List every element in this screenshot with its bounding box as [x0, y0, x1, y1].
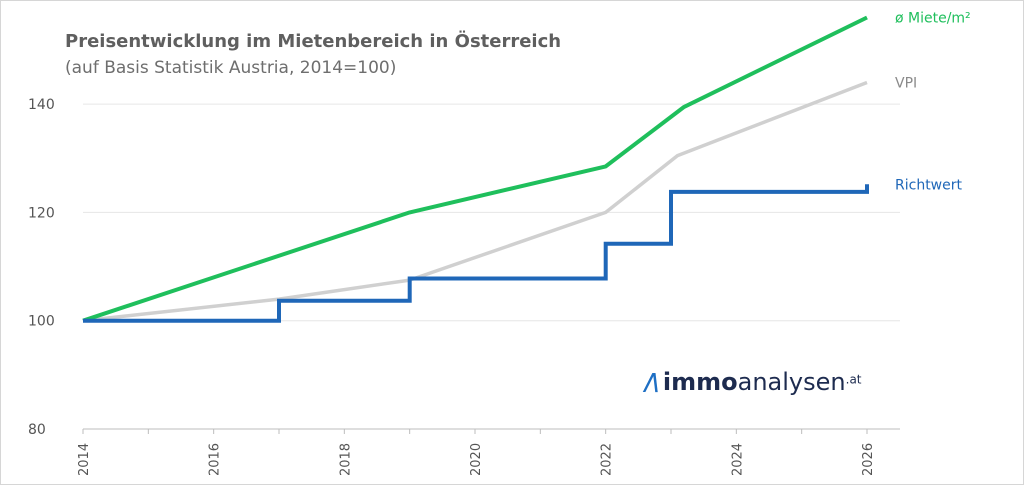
logo-word-bold: immo	[662, 368, 738, 396]
series-label-1: VPI	[895, 75, 917, 91]
series-line-2	[83, 184, 869, 323]
chart-title: Preisentwicklung im Mietenbereich in Öst…	[65, 31, 562, 52]
series-label-0: ø Miete/m²	[895, 11, 971, 27]
series-line-1	[82, 80, 868, 323]
x-tick-label: 2018	[338, 443, 353, 476]
chart-subtitle: (auf Basis Statistik Austria, 2014=100)	[65, 58, 397, 78]
series-label-2: Richtwert	[895, 177, 962, 193]
y-axis-ticks: 80 100 120 140	[28, 97, 55, 438]
logo-suffix: .at	[845, 372, 862, 387]
series-lines	[82, 15, 869, 323]
y-tick-label: 140	[28, 97, 55, 113]
logo-mark-icon: /\	[645, 370, 660, 396]
x-tick-label: 2016	[208, 443, 223, 476]
x-tick-label: 2014	[77, 443, 92, 476]
y-tick-label: 80	[28, 422, 46, 438]
x-tick-label: 2022	[600, 443, 615, 476]
x-tick-label: 2026	[861, 443, 876, 476]
series-line-0	[82, 15, 868, 323]
series-labels: ø Miete/m² VPI Richtwert	[895, 11, 971, 194]
logo-word-regular: analysen	[737, 368, 846, 396]
immoanalysen-logo: /\ immoanalysen.at	[645, 368, 862, 396]
x-axis: 2014 2016 2018 2020 2022 2024 2026	[77, 429, 876, 476]
y-tick-label: 100	[28, 314, 55, 330]
x-tick-label: 2020	[469, 443, 484, 476]
x-tick-label: 2024	[730, 443, 745, 476]
y-tick-label: 120	[28, 205, 55, 221]
